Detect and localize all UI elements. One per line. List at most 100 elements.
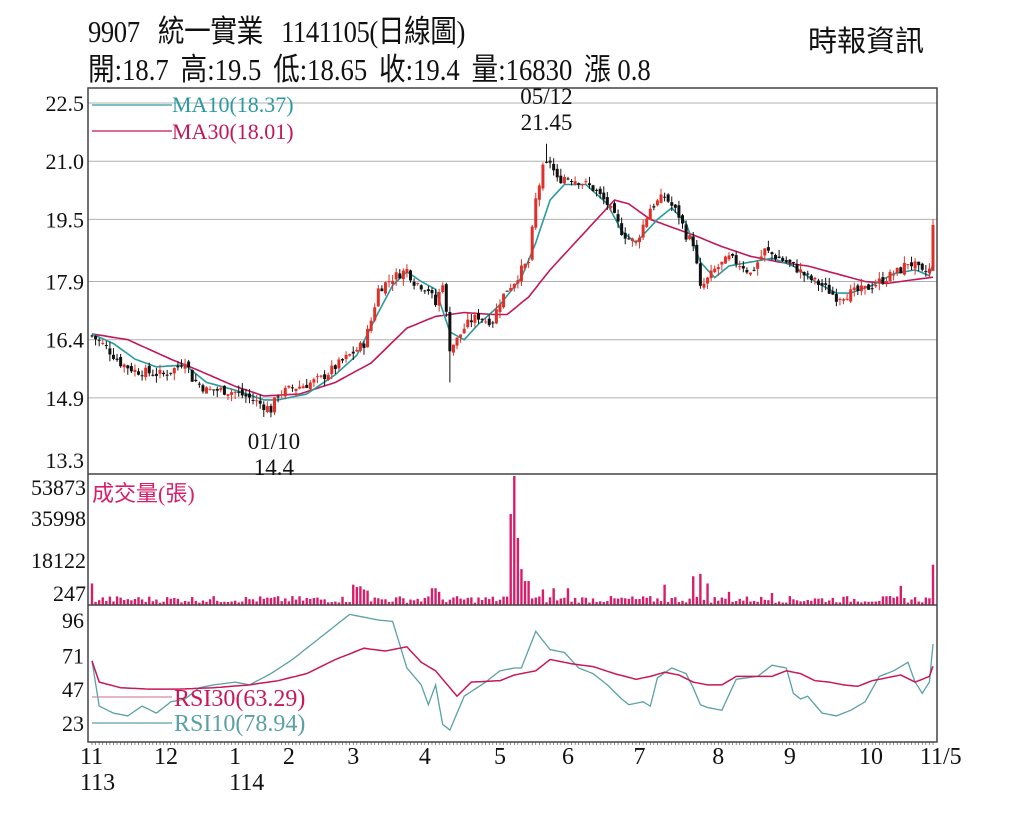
volume-bar xyxy=(262,598,265,605)
candle-body xyxy=(326,374,330,381)
volume-bar xyxy=(731,601,734,605)
candle-body xyxy=(530,226,534,260)
quote-volume: 量:16830 xyxy=(471,52,573,87)
volume-bar xyxy=(813,598,817,605)
volume-bar xyxy=(115,596,119,605)
candle-body xyxy=(455,337,459,346)
volume-bar xyxy=(402,598,405,605)
volume-bar xyxy=(516,537,520,605)
candle-body xyxy=(688,235,692,240)
rsi-axis-label: 23 xyxy=(62,711,84,736)
candle-body xyxy=(548,160,552,163)
volume-bar xyxy=(251,599,255,605)
candle-body xyxy=(781,257,785,261)
volume-bar xyxy=(488,599,491,605)
volume-bar xyxy=(126,599,129,605)
volume-bar xyxy=(931,564,935,605)
volume-bar xyxy=(781,602,784,605)
low-date-annotation: 01/10 xyxy=(248,429,300,454)
candle-body xyxy=(616,214,620,222)
candle-body xyxy=(273,397,277,413)
volume-bar xyxy=(659,601,663,605)
x-axis-month: 12 xyxy=(154,744,178,770)
volume-bar xyxy=(226,602,230,605)
candle-body xyxy=(552,163,556,171)
candle-body xyxy=(197,383,201,385)
volume-bar xyxy=(513,476,516,605)
volume-bar xyxy=(828,600,831,605)
volume-bar xyxy=(548,597,552,605)
candle-body xyxy=(913,261,917,269)
candle-body xyxy=(477,313,481,320)
price-axis-label: 13.3 xyxy=(46,448,85,473)
candle-body xyxy=(816,280,820,285)
candle-body xyxy=(280,394,284,396)
volume-bar xyxy=(326,602,330,605)
volume-bar xyxy=(130,600,133,605)
chart-frame xyxy=(87,87,938,745)
candle-body xyxy=(716,267,720,270)
volume-bar xyxy=(577,602,580,605)
volume-bar xyxy=(760,596,763,605)
x-axis-month: 6 xyxy=(562,744,574,770)
source-label: 時報資訊 xyxy=(808,24,925,58)
candle-body xyxy=(151,374,155,376)
volume-bar xyxy=(874,601,877,605)
volume-bar xyxy=(119,597,122,605)
volume-bar xyxy=(602,602,605,605)
candle-body xyxy=(383,282,387,294)
volume-bar xyxy=(613,598,616,605)
price-axis-label: 16.4 xyxy=(46,328,85,353)
volume-title: 成交量(張) xyxy=(92,481,195,506)
volume-bar xyxy=(348,602,351,605)
candle-body xyxy=(430,290,434,294)
candle-body xyxy=(219,388,223,390)
volume-bar xyxy=(677,602,681,605)
candle-body xyxy=(233,391,237,393)
volume-bar xyxy=(692,576,695,605)
volume-bar xyxy=(133,599,137,605)
volume-bar xyxy=(90,583,94,605)
candle-body xyxy=(412,281,416,286)
candle-body xyxy=(444,284,448,312)
candle-body xyxy=(867,284,871,290)
volume-bar xyxy=(112,601,115,605)
volume-bar xyxy=(305,598,308,605)
candle-body xyxy=(391,280,395,285)
candle-body xyxy=(863,285,867,289)
volume-bar xyxy=(509,514,512,605)
volume-bar xyxy=(720,597,724,605)
candle-body xyxy=(215,388,219,391)
candle-body xyxy=(727,255,731,260)
volume-bar xyxy=(541,589,545,605)
candle-body xyxy=(573,181,577,185)
candle-body xyxy=(473,314,477,323)
volume-bar xyxy=(97,600,101,605)
volume-bar xyxy=(219,602,223,605)
candle-body xyxy=(706,277,710,284)
volume-bar xyxy=(205,601,208,605)
candle-body xyxy=(541,164,545,189)
volume-bar xyxy=(924,597,928,605)
volume-bar xyxy=(201,600,205,605)
volume-bar xyxy=(377,598,380,605)
volume-bar xyxy=(545,602,548,605)
candle-body xyxy=(351,351,355,354)
candle-body xyxy=(931,224,935,271)
volume-bar xyxy=(223,601,226,605)
candle-body xyxy=(892,274,896,276)
volume-bar xyxy=(810,600,813,605)
candle-body xyxy=(595,189,599,191)
candle-body xyxy=(373,307,377,321)
volume-bar xyxy=(183,600,187,605)
candle-body xyxy=(670,202,674,206)
stock-code: 9907 xyxy=(88,14,140,49)
candle-body xyxy=(788,259,792,263)
volume-bar xyxy=(191,597,194,605)
candle-body xyxy=(212,389,216,391)
quote-open: 開:18.7 xyxy=(88,52,169,87)
candle-body xyxy=(416,283,420,285)
volume-bar xyxy=(641,596,645,605)
candle-body xyxy=(516,280,520,284)
volume-bar xyxy=(767,600,770,605)
